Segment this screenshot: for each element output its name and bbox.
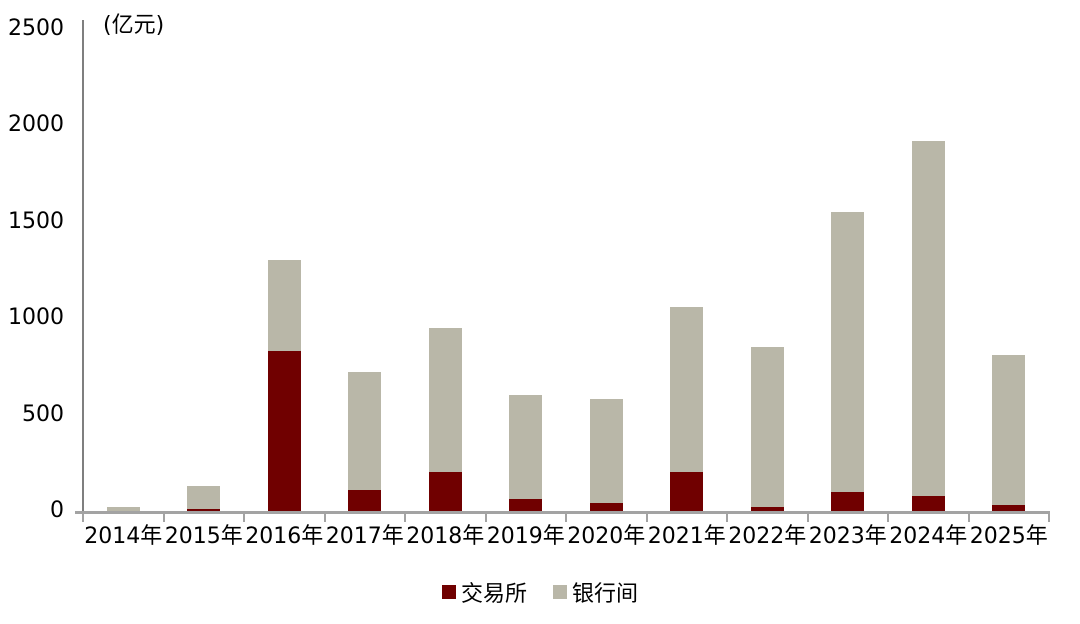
x-axis-tick — [645, 511, 648, 522]
x-axis-tick — [726, 511, 728, 522]
y-tick-label: 1000 — [8, 305, 64, 331]
bar-segment-interbank — [670, 306, 704, 473]
legend-label-interbank: 银行间 — [572, 582, 639, 607]
bar-segment-exchange — [187, 509, 221, 511]
x-axis-line — [75, 511, 1050, 514]
x-axis-tick — [887, 511, 889, 522]
x-axis-tick — [404, 511, 406, 522]
x-tick-label: 2016年 — [245, 524, 324, 549]
x-tick-label: 2017年 — [325, 524, 404, 549]
bar-segment-exchange — [589, 503, 623, 511]
y-tick-label: 1500 — [8, 208, 64, 234]
x-tick-label: 2019年 — [486, 524, 565, 549]
x-axis-tick — [243, 511, 245, 522]
legend-swatch-interbank — [553, 585, 567, 599]
x-tick-label: 2022年 — [728, 524, 807, 549]
x-tick-label: 2014年 — [84, 524, 163, 549]
bar-segment-exchange — [670, 472, 704, 511]
y-tick-label: 0 — [50, 498, 64, 523]
y-tick-label: 2000 — [8, 112, 64, 138]
y-tick-label: 2500 — [8, 16, 64, 41]
bar-segment-interbank — [267, 260, 301, 351]
x-tick-label: 2025年 — [969, 524, 1048, 549]
x-tick-label: 2015年 — [164, 524, 243, 549]
x-tick-label: 2024年 — [889, 524, 968, 549]
x-axis-tick — [82, 511, 84, 522]
x-axis-tick — [565, 511, 567, 522]
bar-segment-exchange — [750, 507, 784, 511]
bar-segment-interbank — [589, 399, 623, 504]
legend-item-exchange: 交易所 — [441, 576, 527, 608]
bar-segment-interbank — [911, 140, 945, 496]
bar-segment-exchange — [509, 499, 543, 511]
x-axis-tick — [1048, 511, 1050, 522]
bar-segment-interbank — [831, 212, 865, 492]
bar-segment-interbank — [428, 327, 462, 473]
x-tick-label: 2023年 — [808, 524, 887, 549]
y-axis-unit-label: (亿元) — [103, 13, 165, 38]
x-tick-label: 2020年 — [567, 524, 646, 549]
y-tick-label: 500 — [22, 401, 64, 427]
legend-item-interbank: 银行间 — [553, 576, 638, 608]
bar-segment-exchange — [348, 489, 382, 511]
y-axis-line — [82, 20, 84, 514]
bar-segment-interbank — [750, 347, 784, 508]
bar-segment-exchange — [831, 491, 865, 511]
bar-segment-interbank — [992, 354, 1026, 506]
bar-segment-exchange — [428, 472, 462, 511]
x-axis-tick — [806, 511, 809, 522]
x-axis-tick — [967, 511, 970, 522]
x-tick-label: 2018年 — [406, 524, 485, 549]
bar-segment-interbank — [509, 395, 543, 500]
bar-segment-interbank — [106, 507, 140, 511]
x-tick-label: 2021年 — [647, 524, 726, 549]
x-axis-tick — [323, 511, 326, 522]
x-axis-tick — [162, 511, 165, 522]
legend-swatch-exchange — [441, 585, 456, 599]
bar-segment-interbank — [348, 372, 382, 490]
legend-label-exchange: 交易所 — [460, 582, 527, 607]
bar-segment-interbank — [187, 485, 221, 510]
legend: 交易所 银行间 — [0, 576, 1080, 608]
bar-segment-exchange — [992, 505, 1026, 511]
x-axis-tick — [484, 511, 487, 522]
bar-segment-exchange — [267, 350, 301, 511]
bar-segment-exchange — [911, 495, 945, 511]
